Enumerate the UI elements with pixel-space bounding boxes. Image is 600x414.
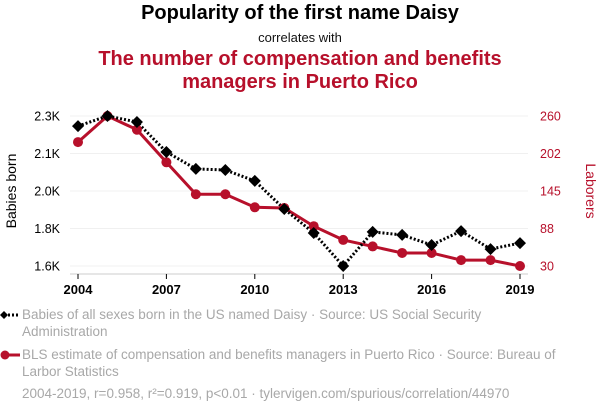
y-tick-label-left: 1.8K bbox=[34, 222, 60, 236]
data-point-managers bbox=[426, 247, 437, 258]
data-point-daisy bbox=[366, 225, 379, 238]
y-tick-label-left: 1.6K bbox=[34, 260, 60, 274]
y-tick-label-left: 2.0K bbox=[34, 185, 60, 199]
x-tick-label: 2004 bbox=[64, 282, 94, 297]
legend-item-daisy: Babies of all sexes born in the US named… bbox=[0, 306, 562, 340]
y-tick-label-right: 30 bbox=[540, 260, 554, 274]
legend-label-managers: BLS estimate of compensation and benefit… bbox=[22, 347, 556, 379]
data-point-daisy bbox=[307, 227, 320, 239]
dotted-diamond-icon bbox=[0, 311, 20, 319]
solid-circle-icon bbox=[0, 350, 20, 360]
data-point-managers bbox=[131, 124, 142, 135]
y-tick-label-left: 2.1K bbox=[34, 147, 60, 161]
data-point-daisy bbox=[484, 243, 497, 256]
x-tick-label: 2007 bbox=[152, 282, 181, 297]
data-point-daisy bbox=[514, 237, 526, 250]
data-point-daisy bbox=[248, 174, 261, 187]
y-axis-label-right: Laborers bbox=[583, 163, 599, 218]
data-point-managers bbox=[308, 221, 319, 232]
y-tick-label-right: 88 bbox=[540, 222, 554, 236]
y-axis-label-left: Babies born bbox=[3, 154, 19, 229]
chart-subtitle: The number of compensation and benefits … bbox=[98, 48, 502, 93]
data-point-daisy bbox=[101, 110, 114, 122]
data-point-managers bbox=[338, 234, 349, 245]
data-point-daisy bbox=[455, 225, 468, 238]
data-point-daisy bbox=[72, 120, 84, 133]
data-point-managers bbox=[249, 202, 260, 213]
y-tick-label-right: 145 bbox=[540, 185, 561, 199]
x-tick-label: 2019 bbox=[506, 282, 535, 297]
data-point-daisy bbox=[189, 162, 202, 175]
data-point-daisy bbox=[425, 239, 438, 251]
data-point-managers bbox=[515, 261, 525, 271]
y-tick-label-right: 260 bbox=[540, 110, 561, 124]
data-point-daisy bbox=[219, 164, 232, 176]
data-point-managers bbox=[190, 189, 201, 200]
x-tick-label: 2010 bbox=[240, 282, 269, 297]
data-point-managers bbox=[220, 189, 231, 200]
footer-stats: 2004-2019, r=0.958, r²=0.919, p<0.01 · t… bbox=[22, 386, 510, 401]
data-point-managers bbox=[161, 157, 172, 168]
chart-title: Popularity of the first name Daisy bbox=[141, 2, 459, 24]
data-point-daisy bbox=[337, 260, 350, 272]
data-point-daisy bbox=[160, 146, 173, 158]
legend-label-daisy: Babies of all sexes born in the US named… bbox=[22, 307, 482, 339]
data-point-daisy bbox=[130, 116, 143, 128]
y-tick-label-right: 202 bbox=[540, 147, 561, 161]
data-point-managers bbox=[485, 255, 496, 266]
data-point-managers bbox=[397, 247, 408, 258]
data-point-managers bbox=[456, 255, 467, 266]
series-line-managers bbox=[77, 114, 521, 268]
x-tick-label: 2013 bbox=[329, 282, 358, 297]
data-point-managers bbox=[367, 241, 378, 252]
y-tick-label-left: 2.3K bbox=[34, 110, 60, 124]
data-point-managers bbox=[73, 137, 83, 148]
chart-connector: correlates with bbox=[258, 30, 342, 45]
legend-item-managers: BLS estimate of compensation and benefit… bbox=[0, 346, 562, 380]
data-point-daisy bbox=[278, 203, 291, 215]
series-line-daisy bbox=[77, 114, 521, 269]
data-point-daisy bbox=[396, 228, 409, 241]
x-tick-label: 2016 bbox=[417, 282, 446, 297]
